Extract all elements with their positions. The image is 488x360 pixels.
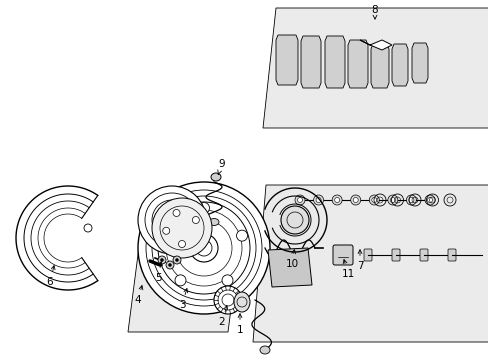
Text: 11: 11: [341, 260, 354, 279]
Circle shape: [190, 234, 218, 262]
Polygon shape: [391, 44, 407, 86]
Circle shape: [350, 195, 360, 205]
Polygon shape: [275, 35, 297, 85]
Circle shape: [160, 208, 183, 232]
Circle shape: [313, 195, 323, 205]
Text: 5: 5: [154, 262, 162, 283]
Text: 8: 8: [371, 5, 378, 19]
Circle shape: [173, 210, 180, 216]
Circle shape: [196, 240, 212, 256]
Circle shape: [236, 230, 247, 241]
Text: 3: 3: [178, 289, 187, 310]
Ellipse shape: [260, 346, 269, 354]
Polygon shape: [263, 8, 488, 128]
FancyBboxPatch shape: [447, 249, 455, 261]
Circle shape: [163, 227, 169, 234]
Circle shape: [168, 264, 171, 266]
Circle shape: [165, 261, 174, 269]
Circle shape: [315, 198, 321, 202]
Circle shape: [214, 286, 242, 314]
Circle shape: [427, 198, 431, 202]
Circle shape: [175, 258, 178, 261]
Circle shape: [331, 195, 342, 205]
Circle shape: [368, 195, 379, 205]
Circle shape: [178, 240, 185, 248]
FancyBboxPatch shape: [332, 245, 352, 265]
Polygon shape: [347, 40, 367, 88]
Polygon shape: [370, 44, 388, 88]
Ellipse shape: [208, 219, 219, 225]
Text: 2: 2: [218, 306, 227, 327]
Circle shape: [198, 202, 209, 213]
Circle shape: [408, 198, 413, 202]
Ellipse shape: [234, 292, 249, 312]
Circle shape: [294, 195, 305, 205]
FancyBboxPatch shape: [391, 249, 399, 261]
Circle shape: [152, 198, 212, 258]
FancyBboxPatch shape: [419, 249, 427, 261]
Circle shape: [138, 182, 269, 314]
Circle shape: [138, 186, 205, 254]
Circle shape: [192, 216, 199, 224]
Text: 9: 9: [217, 159, 225, 175]
Circle shape: [222, 275, 233, 286]
Ellipse shape: [210, 173, 221, 181]
Circle shape: [175, 275, 185, 286]
FancyBboxPatch shape: [363, 249, 371, 261]
Polygon shape: [128, 208, 244, 332]
Polygon shape: [359, 40, 391, 50]
Polygon shape: [252, 185, 488, 342]
Circle shape: [371, 198, 376, 202]
Polygon shape: [411, 43, 427, 83]
Circle shape: [160, 230, 171, 241]
Circle shape: [389, 198, 395, 202]
Circle shape: [160, 258, 163, 261]
Polygon shape: [267, 248, 311, 287]
Circle shape: [424, 195, 434, 205]
Circle shape: [297, 198, 302, 202]
Text: 4: 4: [134, 285, 142, 305]
Circle shape: [406, 195, 416, 205]
Circle shape: [158, 256, 165, 264]
Polygon shape: [301, 36, 320, 88]
Circle shape: [173, 256, 181, 264]
Circle shape: [352, 198, 358, 202]
Text: 10: 10: [285, 249, 298, 269]
Circle shape: [387, 195, 397, 205]
Polygon shape: [325, 36, 345, 88]
Text: 6: 6: [46, 266, 55, 287]
Text: 7: 7: [356, 250, 363, 271]
Circle shape: [334, 198, 339, 202]
Circle shape: [281, 206, 308, 234]
Text: 1: 1: [236, 314, 243, 335]
